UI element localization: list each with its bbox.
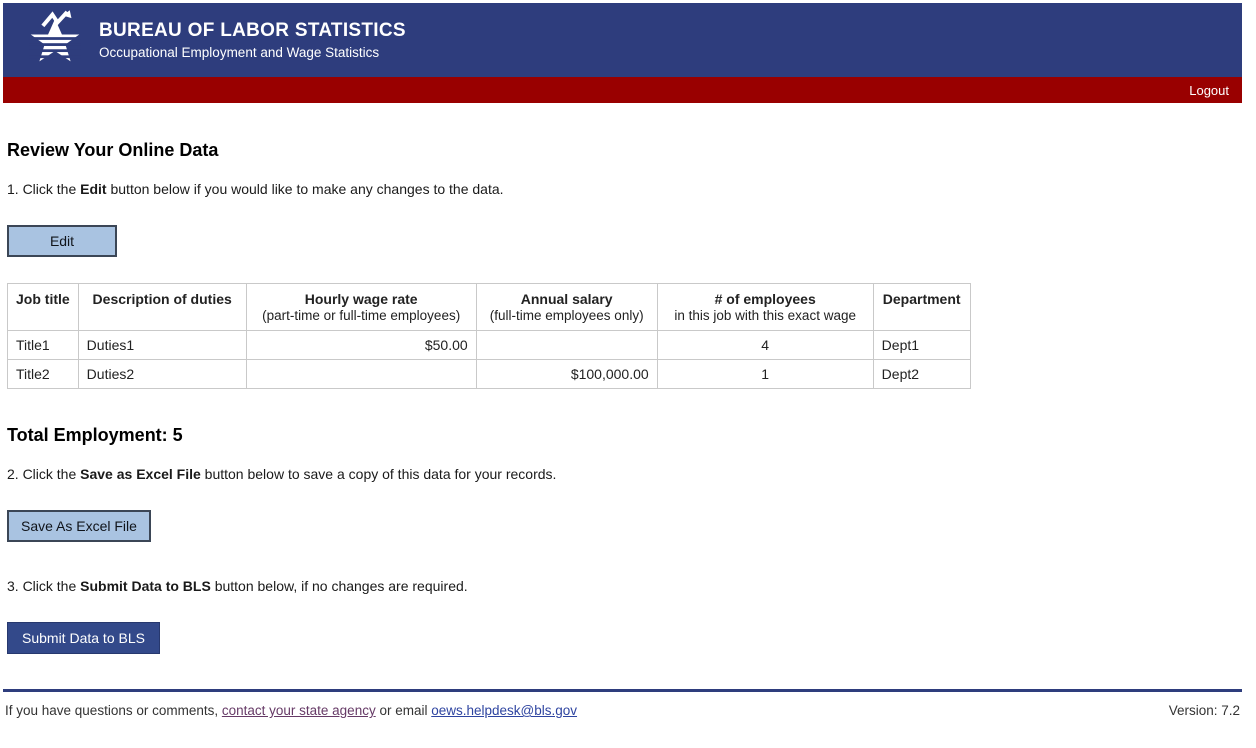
- edit-button[interactable]: Edit: [7, 225, 117, 257]
- page-title: Review Your Online Data: [7, 140, 219, 160]
- step3-prefix: 3. Click the: [7, 578, 81, 594]
- step3-suffix: button below, if no changes are required…: [210, 578, 468, 594]
- logout-link[interactable]: Logout: [1189, 82, 1229, 98]
- cell-annual-salary: [475, 330, 658, 360]
- bls-masthead: BUREAU OF LABOR STATISTICS Occupational …: [3, 3, 1242, 77]
- col-header-num-employees: # of employees in this job with this exa…: [656, 283, 874, 331]
- col-header-subtitle: in this job with this exact wage: [674, 308, 856, 323]
- page: BUREAU OF LABOR STATISTICS Occupational …: [3, 3, 1242, 718]
- col-header-title: Department: [882, 291, 961, 307]
- table-row: Title1 Duties1 $50.00 4 Dept1: [7, 330, 971, 360]
- col-header-hourly-wage: Hourly wage rate (part-time or full-time…: [245, 283, 477, 331]
- agency-title: BUREAU OF LABOR STATISTICS: [99, 20, 406, 41]
- cell-hourly-wage: $50.00: [245, 330, 477, 360]
- step1-bold: Edit: [80, 181, 107, 197]
- footer-prefix: If you have questions or comments,: [5, 703, 222, 718]
- wage-data-table: Job title Description of duties Hourly w…: [7, 283, 971, 389]
- col-header-title: Description of duties: [92, 291, 232, 307]
- step2-instruction: 2. Click the Save as Excel File button b…: [7, 466, 1242, 482]
- step3-bold: Submit Data to BLS: [80, 578, 211, 594]
- main-content: Review Your Online Data 1. Click the Edi…: [3, 140, 1242, 654]
- table-header-row: Job title Description of duties Hourly w…: [7, 283, 971, 331]
- total-employment: Total Employment: 5: [7, 425, 183, 445]
- save-as-excel-button[interactable]: Save As Excel File: [7, 510, 151, 542]
- step2-prefix: 2. Click the: [7, 466, 81, 482]
- cell-job-title: Title2: [7, 359, 79, 389]
- col-header-title: Job title: [16, 291, 70, 307]
- col-header-title: Hourly wage rate: [304, 291, 418, 307]
- masthead-titles: BUREAU OF LABOR STATISTICS Occupational …: [99, 20, 406, 60]
- footer-middle: or email: [375, 703, 432, 718]
- contact-state-agency-link[interactable]: contact your state agency: [221, 703, 376, 718]
- step2-suffix: button below to save a copy of this data…: [200, 466, 557, 482]
- table-row: Title2 Duties2 $100,000.00 1 Dept2: [7, 359, 971, 389]
- cell-hourly-wage: [245, 359, 477, 389]
- step1-prefix: 1. Click the: [7, 181, 81, 197]
- cell-duties: Duties2: [77, 359, 247, 389]
- page-footer: If you have questions or comments, conta…: [3, 689, 1242, 718]
- col-header-annual-salary: Annual salary (full-time employees only): [475, 283, 658, 331]
- step3-instruction: 3. Click the Submit Data to BLS button b…: [7, 578, 1242, 594]
- step1-suffix: button below if you would like to make a…: [106, 181, 504, 197]
- cell-department: Dept1: [872, 330, 971, 360]
- cell-job-title: Title1: [7, 330, 79, 360]
- step2-bold: Save as Excel File: [80, 466, 201, 482]
- col-header-job-title: Job title: [7, 283, 79, 331]
- helpdesk-email-link[interactable]: oews.helpdesk@bls.gov: [431, 703, 578, 718]
- col-header-title: Annual salary: [520, 291, 613, 307]
- col-header-title: # of employees: [714, 291, 816, 307]
- bls-star-logo-icon: [29, 9, 81, 71]
- cell-annual-salary: $100,000.00: [475, 359, 658, 389]
- version-label: Version: 7.2: [1168, 703, 1240, 718]
- cell-department: Dept2: [872, 359, 971, 389]
- agency-subtitle: Occupational Employment and Wage Statist…: [99, 45, 380, 60]
- footer-help-text: If you have questions or comments, conta…: [5, 703, 577, 718]
- cell-duties: Duties1: [77, 330, 247, 360]
- cell-num-employees: 1: [656, 359, 874, 389]
- cell-num-employees: 4: [656, 330, 874, 360]
- col-header-subtitle: (part-time or full-time employees): [262, 308, 461, 323]
- step1-instruction: 1. Click the Edit button below if you wo…: [7, 181, 1242, 197]
- col-header-subtitle: (full-time employees only): [489, 308, 644, 323]
- col-header-department: Department: [872, 283, 971, 331]
- col-header-duties: Description of duties: [77, 283, 247, 331]
- submit-data-to-bls-button[interactable]: Submit Data to BLS: [7, 622, 160, 654]
- top-nav-bar: Logout: [3, 77, 1242, 103]
